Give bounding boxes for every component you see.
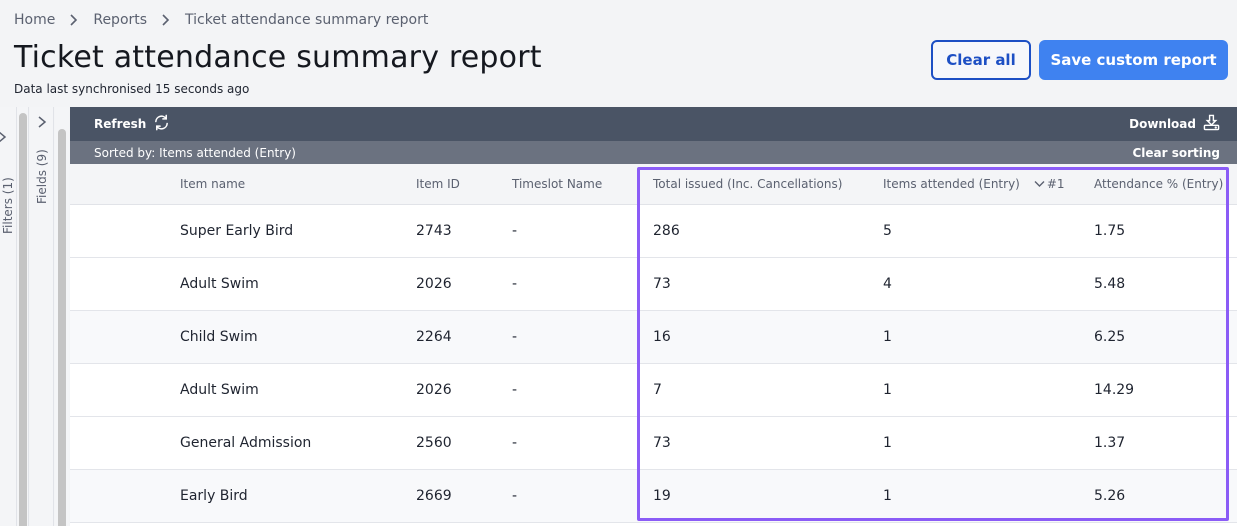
page-title: Ticket attendance summary report <box>14 40 542 75</box>
cell-items-attended: 5 <box>883 223 892 239</box>
fields-scrollbar[interactable] <box>55 107 69 526</box>
scrollbar-thumb[interactable] <box>19 113 27 526</box>
table-row[interactable]: Early Bird 2669 - 19 1 5.26 <box>70 470 1237 523</box>
cell-item-id: 2264 <box>416 329 452 345</box>
cell-timeslot: - <box>512 435 518 451</box>
col-header-item-id[interactable]: Item ID <box>416 177 460 191</box>
cell-attendance-pct: 1.37 <box>1094 435 1126 451</box>
cell-total-issued: 16 <box>653 329 671 345</box>
refresh-label: Refresh <box>94 117 147 131</box>
cell-timeslot: - <box>512 276 518 292</box>
cell-item-id: 2026 <box>416 276 452 292</box>
cell-total-issued: 19 <box>653 488 671 504</box>
cell-item-name: Adult Swim <box>180 382 259 398</box>
cell-item-name: Child Swim <box>180 329 258 345</box>
breadcrumb-home[interactable]: Home <box>14 12 56 28</box>
fields-panel[interactable]: Fields (9) <box>30 107 54 526</box>
filters-toggle-label[interactable]: Filters (1) <box>1 177 15 234</box>
breadcrumb: Home Reports Ticket attendance summary r… <box>14 12 428 28</box>
cell-item-id: 2743 <box>416 223 452 239</box>
fields-toggle-label[interactable]: Fields (9) <box>35 149 49 204</box>
col-header-items-attended-label: Items attended (Entry) <box>883 177 1020 191</box>
chevron-right-icon[interactable] <box>0 129 9 143</box>
table-header: Item name Item ID Timeslot Name Total is… <box>70 164 1237 205</box>
cell-item-id: 2026 <box>416 382 452 398</box>
cell-timeslot: - <box>512 382 518 398</box>
col-header-timeslot-name[interactable]: Timeslot Name <box>512 177 603 191</box>
save-custom-report-button[interactable]: Save custom report <box>1039 40 1228 80</box>
cell-items-attended: 4 <box>883 276 892 292</box>
col-header-attendance-pct[interactable]: Attendance % (Entry) <box>1094 177 1224 191</box>
cell-items-attended: 1 <box>883 329 892 345</box>
cell-timeslot: - <box>512 488 518 504</box>
chevron-right-icon <box>69 14 79 26</box>
download-icon <box>1203 114 1220 134</box>
sort-order: #1 <box>1046 177 1065 191</box>
cell-attendance-pct: 14.29 <box>1094 382 1135 398</box>
col-header-items-attended[interactable]: Items attended (Entry) #1 <box>883 177 1094 191</box>
cell-items-attended: 1 <box>883 435 892 451</box>
filters-scrollbar[interactable] <box>17 107 29 526</box>
download-label: Download <box>1129 117 1196 131</box>
cell-timeslot: - <box>512 223 518 239</box>
cell-attendance-pct: 5.26 <box>1094 488 1126 504</box>
sort-indicator[interactable]: #1 <box>1034 177 1065 191</box>
cell-item-name: Adult Swim <box>180 276 259 292</box>
table-toolbar: Refresh Download <box>70 107 1237 141</box>
chevron-right-icon <box>161 14 171 26</box>
refresh-button[interactable]: Refresh <box>94 114 170 134</box>
chevron-right-icon[interactable] <box>35 114 49 128</box>
col-header-total-issued[interactable]: Total issued (Inc. Cancellations) <box>653 177 843 191</box>
cell-items-attended: 1 <box>883 382 892 398</box>
cell-attendance-pct: 6.25 <box>1094 329 1126 345</box>
cell-total-issued: 286 <box>653 223 680 239</box>
cell-item-name: Early Bird <box>180 488 248 504</box>
refresh-icon <box>153 114 170 134</box>
cell-item-id: 2669 <box>416 488 452 504</box>
report-table: Refresh Download Sorted by: Items attend… <box>70 107 1237 526</box>
table-row[interactable]: General Admission 2560 - 73 1 1.37 <box>70 417 1237 470</box>
filters-panel[interactable]: Filters (1) <box>0 107 17 526</box>
breadcrumb-current: Ticket attendance summary report <box>185 12 429 28</box>
cell-item-name: General Admission <box>180 435 312 451</box>
cell-item-id: 2560 <box>416 435 452 451</box>
col-header-item-name[interactable]: Item name <box>180 177 246 191</box>
cell-total-issued: 73 <box>653 435 671 451</box>
sync-status: Data last synchronised 15 seconds ago <box>14 82 250 96</box>
table-row[interactable]: Super Early Bird 2743 - 286 5 1.75 <box>70 205 1237 258</box>
cell-item-name: Super Early Bird <box>180 223 294 239</box>
table-row[interactable]: Adult Swim 2026 - 73 4 5.48 <box>70 258 1237 311</box>
cell-timeslot: - <box>512 329 518 345</box>
scrollbar-thumb[interactable] <box>58 129 66 526</box>
table-row[interactable]: Adult Swim 2026 - 7 1 14.29 <box>70 364 1237 417</box>
clear-all-button[interactable]: Clear all <box>931 40 1031 80</box>
cell-attendance-pct: 1.75 <box>1094 223 1126 239</box>
chevron-down-icon <box>1034 177 1045 191</box>
cell-attendance-pct: 5.48 <box>1094 276 1126 292</box>
sort-bar: Sorted by: Items attended (Entry) Clear … <box>70 141 1237 164</box>
download-button[interactable]: Download <box>1129 114 1220 134</box>
cell-total-issued: 73 <box>653 276 671 292</box>
breadcrumb-reports[interactable]: Reports <box>93 12 148 28</box>
clear-sorting-button[interactable]: Clear sorting <box>1132 145 1220 160</box>
cell-total-issued: 7 <box>653 382 662 398</box>
cell-items-attended: 1 <box>883 488 892 504</box>
sorted-by-text: Sorted by: Items attended (Entry) <box>94 145 296 160</box>
table-row[interactable]: Child Swim 2264 - 16 1 6.25 <box>70 311 1237 364</box>
